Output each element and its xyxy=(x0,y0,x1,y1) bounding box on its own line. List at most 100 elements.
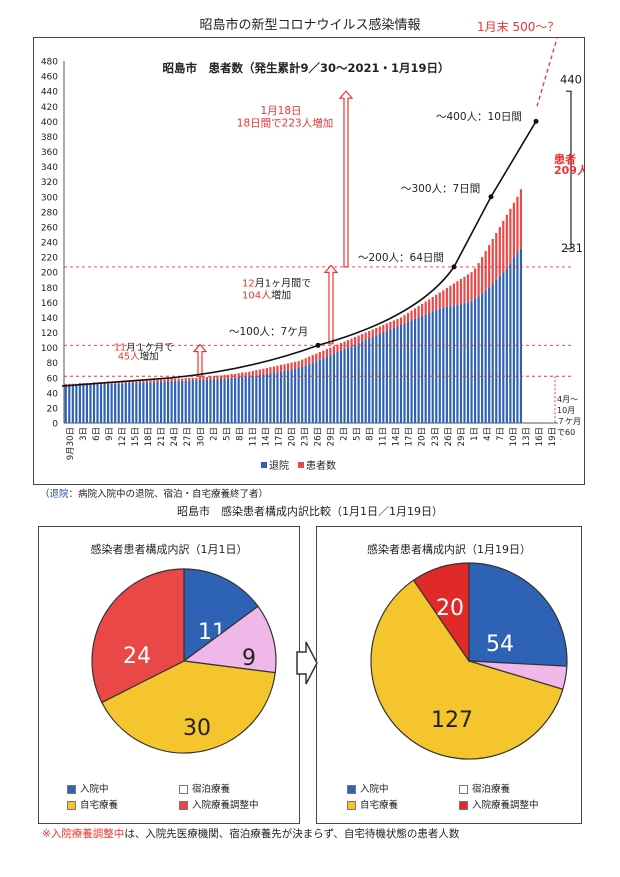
bar-discharged xyxy=(138,382,141,423)
discharge-note: （退院：病院入院中の退院、宿泊・自宅療養終了者） xyxy=(40,486,268,500)
bar-discharged xyxy=(297,367,300,423)
bar-patients xyxy=(403,315,406,324)
dec-end: 増加 xyxy=(271,289,291,302)
bar-discharged xyxy=(269,373,272,423)
y-tick-label: 140 xyxy=(41,314,58,324)
bar-discharged xyxy=(286,370,290,423)
bar-patients xyxy=(234,373,237,378)
bar-discharged xyxy=(110,383,113,423)
y-tick-label: 120 xyxy=(41,329,58,339)
bar-discharged xyxy=(103,383,106,423)
x-tick-label: 29日 xyxy=(327,427,337,446)
x-tick-label: 9月30日 xyxy=(66,427,76,460)
bar-patients xyxy=(237,373,240,377)
bar-discharged xyxy=(375,335,378,423)
bar-patients xyxy=(491,238,494,284)
legend-item: 入院中 xyxy=(67,781,109,795)
y-tick-label: 160 xyxy=(41,299,58,309)
legend-label: 自宅療養 xyxy=(80,800,119,811)
nov-increase-arrow xyxy=(192,343,208,377)
bar-patients xyxy=(177,378,180,381)
bar-patients xyxy=(272,366,276,373)
bar-discharged xyxy=(241,376,244,423)
bar-patients xyxy=(375,327,378,336)
bar-discharged xyxy=(378,334,381,423)
bar-discharged xyxy=(392,327,396,423)
bar-discharged xyxy=(512,257,515,423)
x-tick-label: 4日 xyxy=(483,427,493,441)
bar-patients xyxy=(421,303,424,316)
bar-discharged xyxy=(99,384,103,423)
bar-discharged xyxy=(251,375,254,423)
bar-patients xyxy=(389,321,392,330)
bar-discharged xyxy=(114,383,117,423)
nov-month: 11 xyxy=(114,343,126,354)
trend-arrowhead xyxy=(451,264,457,270)
bar-discharged xyxy=(135,383,138,423)
bar-patients xyxy=(459,278,463,304)
arrow-right-icon xyxy=(296,641,318,685)
jan18-date: 1月18日 xyxy=(260,105,301,117)
bar-discharged xyxy=(149,382,152,423)
trend-arrowhead xyxy=(315,342,321,348)
bar-patients xyxy=(262,368,265,374)
bar-discharged xyxy=(403,323,406,423)
bar-patients xyxy=(276,365,279,373)
bar-patients xyxy=(438,292,441,309)
bar-discharged xyxy=(406,321,410,423)
legend-label: 退院 xyxy=(269,459,289,472)
x-tick-label: 20日 xyxy=(418,427,428,446)
y-tick-label: 480 xyxy=(41,58,58,68)
y-tick-label: 60 xyxy=(47,374,59,384)
x-tick-label: 12日 xyxy=(118,427,128,446)
x-tick-label: 14日 xyxy=(392,427,402,446)
bar-patients xyxy=(428,299,431,313)
bar-patients xyxy=(198,376,201,381)
bar-discharged xyxy=(202,380,205,423)
bars-group xyxy=(64,189,523,423)
bar-patients xyxy=(463,276,466,304)
bar-patients xyxy=(318,352,321,360)
y-tick-label: 360 xyxy=(41,148,58,158)
bar-discharged xyxy=(152,382,156,423)
y-tick-label: 240 xyxy=(41,239,58,249)
x-tick-label: 7日 xyxy=(496,427,506,441)
x-tick-label: 9日 xyxy=(105,427,115,441)
apr-oct-note: 4月〜10月７ケ月で60人 xyxy=(557,395,581,440)
bar-discharged xyxy=(78,385,81,423)
bar-patients xyxy=(466,274,470,303)
bar-discharged xyxy=(244,376,247,423)
bar-discharged xyxy=(82,384,85,423)
bar-discharged xyxy=(64,385,67,423)
bar-discharged xyxy=(234,377,237,423)
footnote-term: 入院療養調整中 xyxy=(50,828,125,840)
y-tick-label: 300 xyxy=(41,193,58,203)
bar-discharged xyxy=(459,303,463,423)
y-tick-label: 380 xyxy=(41,133,58,143)
x-tick-label: 5日 xyxy=(353,427,363,441)
y-tick-label: 180 xyxy=(41,284,58,294)
bar-discharged xyxy=(473,298,477,423)
bar-patients xyxy=(361,334,364,342)
note-term: 退院 xyxy=(49,489,69,500)
bar-chart-title: 昭島市 患者数（発生累計9／30〜2021・1月19日） xyxy=(162,61,449,75)
pie-panel-jan19: 感染者患者構成内訳（1月19日） 54812720 入院中 宿泊療養 自宅療養 … xyxy=(316,526,582,824)
bar-discharged xyxy=(361,341,364,423)
bar-discharged xyxy=(364,340,367,423)
bar-patients xyxy=(406,312,410,322)
bar-discharged xyxy=(413,318,417,423)
x-tick-label: 16日 xyxy=(535,427,545,446)
bar-discharged xyxy=(159,381,163,423)
bar-patients xyxy=(325,349,328,357)
pie-slice-label: 30 xyxy=(183,716,211,741)
bar-patients xyxy=(159,379,163,382)
bar-patients xyxy=(279,364,283,372)
bar-patients xyxy=(156,379,159,382)
bar-discharged xyxy=(226,378,230,423)
x-tick-label: 13日 xyxy=(522,427,532,446)
bar-patients xyxy=(188,377,191,381)
bar-patients xyxy=(212,376,216,380)
bar-patients xyxy=(512,202,515,258)
bar-discharged xyxy=(279,371,283,423)
